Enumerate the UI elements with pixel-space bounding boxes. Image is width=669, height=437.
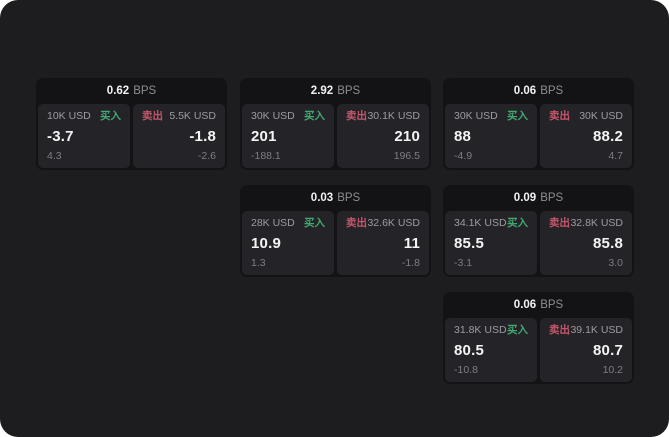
- quote-panels: 34.1K USD 买入 85.5 -3.1 卖出 32.8K USD 85.8…: [443, 211, 634, 277]
- spread-header: 0.03 BPS: [240, 185, 431, 211]
- buy-sub-value: -4.9: [454, 149, 473, 162]
- buy-sub-value: -3.1: [454, 256, 473, 269]
- buy-price: 201: [251, 127, 277, 145]
- sell-price: 80.7: [593, 341, 623, 359]
- spread-card: 2.92 BPS 30K USD 买入 201 -188.1 卖出 30.1K …: [240, 78, 431, 170]
- buy-label: 买入: [507, 217, 528, 229]
- sell-panel[interactable]: 卖出 39.1K USD 80.7 10.2: [540, 318, 632, 382]
- spread-value: 0.06: [513, 299, 537, 311]
- spread-value: 0.09: [513, 192, 537, 204]
- sell-price: 85.8: [593, 234, 623, 252]
- spread-header: 0.06 BPS: [443, 292, 634, 318]
- spread-header: 0.09 BPS: [443, 185, 634, 211]
- buy-panel[interactable]: 30K USD 买入 201 -188.1: [242, 104, 334, 168]
- spread-header: 0.06 BPS: [443, 78, 634, 104]
- buy-label: 买入: [304, 110, 325, 122]
- quote-panels: 30K USD 买入 88 -4.9 卖出 30K USD 88.2 4.7: [443, 104, 634, 170]
- buy-amount: 34.1K USD: [454, 217, 507, 229]
- buy-sub-value: 4.3: [47, 149, 62, 162]
- spread-unit: BPS: [133, 85, 157, 97]
- sell-panel[interactable]: 卖出 30.1K USD 210 196.5: [337, 104, 429, 168]
- sell-sub-value: -1.8: [401, 256, 420, 269]
- spread-card: 0.06 BPS 31.8K USD 买入 80.5 -10.8 卖出 39.1…: [443, 292, 634, 384]
- sell-panel[interactable]: 卖出 5.5K USD -1.8 -2.6: [133, 104, 225, 168]
- quote-panels: 28K USD 买入 10.9 1.3 卖出 32.6K USD 11 -1.8: [240, 211, 431, 277]
- quote-panels: 30K USD 买入 201 -188.1 卖出 30.1K USD 210 1…: [240, 104, 431, 170]
- sell-amount: 32.6K USD: [367, 217, 420, 229]
- sell-amount: 5.5K USD: [169, 110, 216, 122]
- sell-amount: 39.1K USD: [570, 324, 623, 336]
- sell-amount: 30.1K USD: [367, 110, 420, 122]
- buy-price: 80.5: [454, 341, 484, 359]
- buy-price: -3.7: [47, 127, 74, 145]
- sell-price: 11: [403, 234, 420, 252]
- sell-price: 88.2: [593, 127, 623, 145]
- quote-panels: 31.8K USD 买入 80.5 -10.8 卖出 39.1K USD 80.…: [443, 318, 634, 384]
- buy-panel[interactable]: 10K USD 买入 -3.7 4.3: [38, 104, 130, 168]
- sell-label: 卖出: [346, 217, 367, 229]
- sell-label: 卖出: [549, 217, 570, 229]
- sell-price: 210: [394, 127, 420, 145]
- spread-unit: BPS: [337, 85, 361, 97]
- spread-value: 0.06: [513, 85, 537, 97]
- sell-amount: 30K USD: [579, 110, 623, 122]
- sell-sub-value: 196.5: [393, 149, 420, 162]
- spread-card: 0.06 BPS 30K USD 买入 88 -4.9 卖出 30K USD 8…: [443, 78, 634, 170]
- buy-label: 买入: [304, 217, 325, 229]
- spread-header: 0.62 BPS: [36, 78, 227, 104]
- buy-sub-value: -10.8: [454, 363, 478, 376]
- sell-sub-value: -2.6: [197, 149, 216, 162]
- buy-amount: 30K USD: [251, 110, 295, 122]
- buy-sub-value: 1.3: [251, 256, 266, 269]
- sell-label: 卖出: [142, 110, 163, 122]
- spread-card: 0.62 BPS 10K USD 买入 -3.7 4.3 卖出 5.5K USD…: [36, 78, 227, 170]
- sell-sub-value: 3.0: [608, 256, 623, 269]
- spread-header: 2.92 BPS: [240, 78, 431, 104]
- buy-panel[interactable]: 30K USD 买入 88 -4.9: [445, 104, 537, 168]
- quote-panels: 10K USD 买入 -3.7 4.3 卖出 5.5K USD -1.8 -2.…: [36, 104, 227, 170]
- spread-unit: BPS: [540, 299, 564, 311]
- buy-amount: 30K USD: [454, 110, 498, 122]
- buy-price: 10.9: [251, 234, 281, 252]
- spread-card: 0.03 BPS 28K USD 买入 10.9 1.3 卖出 32.6K US…: [240, 185, 431, 277]
- buy-label: 买入: [100, 110, 121, 122]
- sell-price: -1.8: [189, 127, 216, 145]
- spread-value: 0.03: [310, 192, 334, 204]
- buy-amount: 10K USD: [47, 110, 91, 122]
- spread-value: 2.92: [310, 85, 334, 97]
- sell-label: 卖出: [346, 110, 367, 122]
- sell-sub-value: 10.2: [602, 363, 623, 376]
- spread-value: 0.62: [106, 85, 130, 97]
- buy-sub-value: -188.1: [251, 149, 281, 162]
- sell-sub-value: 4.7: [608, 149, 623, 162]
- sell-label: 卖出: [549, 324, 570, 336]
- sell-panel[interactable]: 卖出 32.6K USD 11 -1.8: [337, 211, 429, 275]
- spread-unit: BPS: [540, 192, 564, 204]
- buy-panel[interactable]: 28K USD 买入 10.9 1.3: [242, 211, 334, 275]
- sell-amount: 32.8K USD: [570, 217, 623, 229]
- buy-amount: 28K USD: [251, 217, 295, 229]
- spread-card: 0.09 BPS 34.1K USD 买入 85.5 -3.1 卖出 32.8K…: [443, 185, 634, 277]
- buy-amount: 31.8K USD: [454, 324, 507, 336]
- spread-unit: BPS: [337, 192, 361, 204]
- spread-unit: BPS: [540, 85, 564, 97]
- buy-panel[interactable]: 31.8K USD 买入 80.5 -10.8: [445, 318, 537, 382]
- buy-panel[interactable]: 34.1K USD 买入 85.5 -3.1: [445, 211, 537, 275]
- buy-price: 88: [454, 127, 472, 145]
- sell-panel[interactable]: 卖出 30K USD 88.2 4.7: [540, 104, 632, 168]
- sell-panel[interactable]: 卖出 32.8K USD 85.8 3.0: [540, 211, 632, 275]
- sell-label: 卖出: [549, 110, 570, 122]
- buy-price: 85.5: [454, 234, 484, 252]
- buy-label: 买入: [507, 324, 528, 336]
- buy-label: 买入: [507, 110, 528, 122]
